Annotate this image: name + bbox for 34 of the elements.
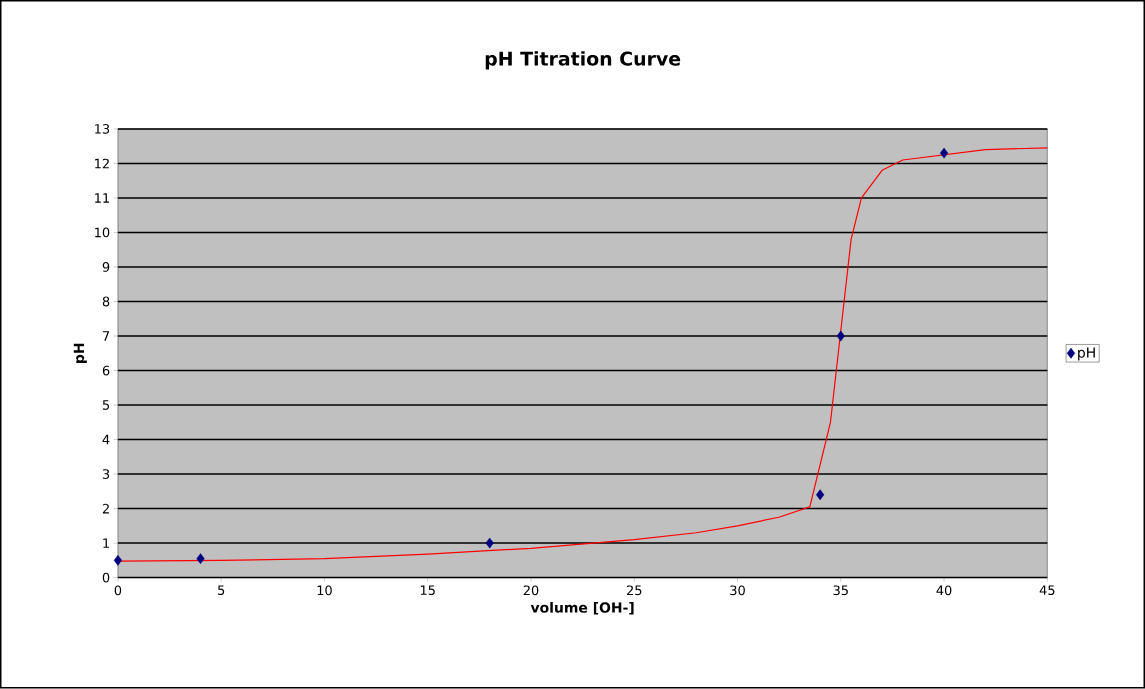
point: [816, 489, 825, 501]
chart-title: pH Titration Curve: [485, 51, 681, 70]
x-tick-label: 5: [218, 585, 225, 596]
y-tick-label: 10: [95, 227, 110, 238]
x-tick-label: 20: [523, 585, 539, 596]
legend-label: pH: [1078, 347, 1095, 361]
x-tick-label: 25: [626, 585, 642, 596]
y-tick-label: 0: [102, 572, 110, 583]
y-tick-label: 7: [102, 331, 110, 341]
x-tick-label: 40: [936, 585, 952, 596]
point: [113, 555, 123, 566]
y-tick-label: 3: [102, 469, 110, 480]
point: [836, 330, 845, 342]
y-tick-label: 9: [102, 262, 110, 273]
y-tick-label: 2: [102, 504, 109, 514]
x-axis-title: volume [OH-]: [530, 602, 634, 615]
y-tick-label: 6: [102, 365, 110, 376]
x-tick-label: 0: [114, 585, 122, 596]
y-tick-label: 8: [102, 296, 110, 307]
point: [939, 147, 949, 159]
y-axis-title: pH: [73, 343, 87, 364]
point: [485, 537, 494, 549]
y-tick-label: 1: [103, 538, 109, 549]
y-tick-label: 12: [95, 158, 109, 169]
y-tick-label: 13: [95, 124, 110, 135]
x-tick-label: 10: [317, 585, 332, 596]
y-tick-label: 4: [102, 435, 110, 445]
x-tick-label: 35: [833, 585, 848, 596]
x-tick-label: 15: [420, 585, 435, 596]
x-tick-label: 30: [730, 585, 745, 596]
y-tick-label: 5: [102, 400, 110, 411]
x-tick-label: 45: [1039, 585, 1055, 596]
point: [196, 553, 205, 565]
y-tick-label: 11: [95, 193, 109, 203]
